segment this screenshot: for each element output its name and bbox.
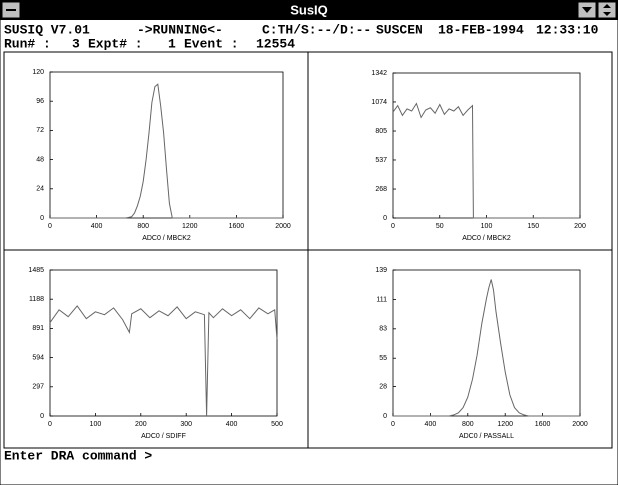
program-version: SUSIQ V7.01	[4, 22, 90, 37]
x-tick-label: 200	[574, 223, 586, 230]
x-tick-label: 1200	[497, 421, 513, 428]
y-tick-label: 139	[375, 267, 387, 274]
axes-box	[49, 71, 284, 219]
x-axis-label: ADC0 / MBCK2	[142, 235, 191, 242]
system-menu-icon	[6, 9, 16, 11]
y-tick-label: 1188	[29, 296, 44, 303]
y-tick-label: 28	[379, 383, 387, 390]
x-tick-label: 2000	[275, 223, 291, 230]
x-tick-label: 400	[226, 421, 238, 428]
histogram-line	[392, 102, 580, 219]
maximize-icon	[603, 4, 611, 16]
expt-number: 1	[168, 36, 176, 51]
x-tick-label: 0	[48, 223, 52, 230]
y-tick-label: 1074	[371, 99, 387, 106]
x-tick-label: 400	[91, 223, 103, 230]
x-tick-label: 500	[271, 421, 283, 428]
station: SUSCEN	[376, 22, 423, 37]
y-tick-label: 48	[36, 156, 44, 163]
x-tick-label: 800	[137, 223, 149, 230]
y-tick-label: 24	[36, 186, 44, 193]
x-axis-label: ADC0 / SDIFF	[141, 433, 186, 440]
minimize-icon	[582, 7, 592, 13]
run-label: Run# :	[4, 36, 51, 51]
histogram-line	[50, 83, 283, 219]
run-number: 3	[72, 36, 80, 51]
time: 12:33:10	[536, 22, 599, 37]
y-tick-label: 120	[32, 69, 44, 76]
x-tick-label: 100	[481, 223, 493, 230]
x-tick-label: 1200	[182, 223, 198, 230]
x-axis-label: ADC0 / MBCK2	[462, 235, 511, 242]
x-tick-label: 100	[90, 421, 102, 428]
axes-box	[392, 269, 581, 417]
expt-label: Expt# :	[88, 36, 143, 51]
y-tick-label: 891	[32, 325, 44, 332]
histogram-line	[49, 305, 278, 417]
x-tick-label: 200	[135, 421, 147, 428]
run-state: ->RUNNING<-	[137, 22, 223, 37]
axes-box	[49, 269, 278, 417]
y-tick-label: 297	[32, 384, 44, 391]
x-tick-label: 1600	[535, 421, 551, 428]
maximize-button[interactable]	[597, 1, 617, 19]
x-tick-label: 2000	[572, 421, 588, 428]
y-tick-label: 96	[36, 98, 44, 105]
y-tick-label: 83	[379, 326, 387, 333]
x-axis-label: ADC0 / PASSALL	[459, 433, 514, 440]
command-prompt[interactable]: Enter DRA command >	[4, 448, 152, 463]
window-title: SusIQ	[290, 2, 328, 17]
y-tick-label: 111	[376, 296, 387, 303]
y-tick-label: 268	[375, 186, 387, 193]
histogram-line	[393, 279, 580, 417]
y-tick-label: 805	[375, 128, 387, 135]
x-tick-label: 300	[180, 421, 192, 428]
x-tick-label: 0	[391, 421, 395, 428]
y-tick-label: 72	[36, 127, 44, 134]
x-tick-label: 0	[48, 421, 52, 428]
x-tick-label: 150	[527, 223, 539, 230]
x-tick-label: 0	[391, 223, 395, 230]
x-tick-label: 1600	[229, 223, 245, 230]
y-tick-label: 1485	[28, 267, 44, 274]
y-tick-label: 0	[383, 413, 387, 420]
date: 18-FEB-1994	[438, 22, 524, 37]
event-label: Event :	[184, 36, 239, 51]
y-tick-label: 0	[40, 215, 44, 222]
title-bar	[0, 0, 618, 20]
y-tick-label: 0	[383, 215, 387, 222]
y-tick-label: 537	[375, 157, 387, 164]
x-tick-label: 800	[462, 421, 474, 428]
y-tick-label: 1342	[371, 70, 387, 77]
x-tick-label: 400	[425, 421, 437, 428]
event-number: 12554	[256, 36, 295, 51]
flags: C:TH/S:--/D:--	[262, 22, 371, 37]
y-tick-label: 0	[40, 413, 44, 420]
x-tick-label: 50	[436, 223, 444, 230]
y-tick-label: 55	[379, 355, 387, 362]
y-tick-label: 594	[32, 354, 44, 361]
